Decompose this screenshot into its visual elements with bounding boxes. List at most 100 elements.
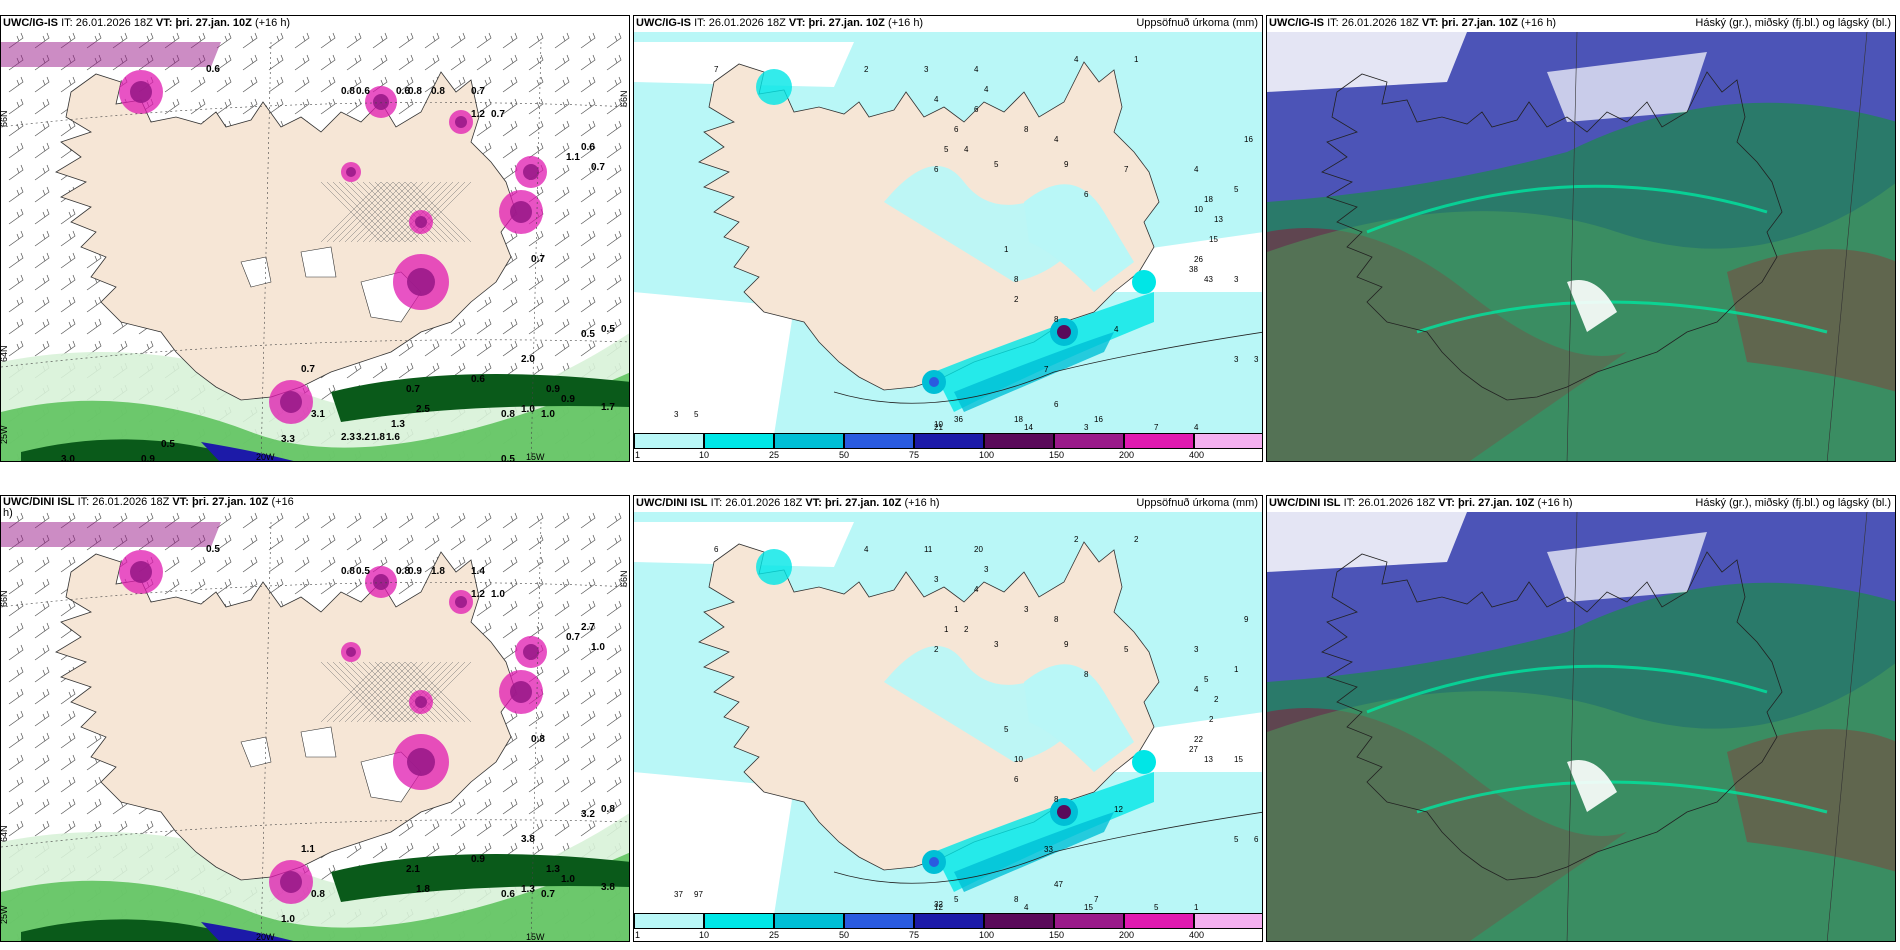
precip-value: 6: [1014, 775, 1019, 784]
graticule-line: [260, 521, 272, 941]
wind-barb: [528, 318, 544, 335]
hatch-line: [368, 181, 430, 243]
wind-barb: [450, 512, 466, 529]
precip-cell-core: [929, 857, 939, 867]
precip-cell: [756, 69, 792, 105]
snow-band-mid: [1, 852, 629, 941]
wind-barb: [580, 534, 596, 551]
wind-barb: [450, 32, 466, 49]
wind-barb: [346, 842, 362, 859]
precip-cell-core: [415, 696, 427, 708]
wind-barb: [528, 842, 544, 859]
wind-barb: [242, 556, 258, 573]
wind-barb: [450, 340, 466, 357]
wind-value: 1.7: [601, 402, 615, 413]
wind-barb: [554, 798, 570, 815]
precip-value: 2: [1014, 295, 1019, 304]
wind-barb: [502, 600, 518, 617]
wind-value: 0.7: [406, 384, 420, 395]
wind-barb: [216, 54, 232, 71]
colorbar-label: 25: [769, 930, 780, 940]
colorbar-label: 200: [1119, 450, 1135, 460]
precip-value: 3: [934, 575, 939, 584]
precip-cell-core: [407, 748, 435, 776]
wind-value: 0.8: [408, 86, 422, 97]
colorbar-label: 1: [635, 930, 641, 940]
wind-barb: [580, 230, 596, 247]
wind-value: 1.0: [541, 409, 555, 420]
wind-barb: [372, 54, 388, 71]
precip-core: [201, 922, 294, 941]
wind-barb: [268, 98, 284, 115]
wind-barb: [424, 54, 440, 71]
wind-barb: [294, 54, 310, 71]
wind-barb: [190, 76, 206, 93]
wind-barb: [8, 318, 24, 335]
wind-value: 0.7: [531, 254, 545, 265]
wind-barb: [450, 318, 466, 335]
wind-barb: [294, 512, 310, 529]
colorbar-swatch: [914, 913, 984, 929]
colorbar-label: 150: [1049, 450, 1065, 460]
wind-value: 0.8: [431, 86, 445, 97]
precip-value: 7: [1094, 895, 1099, 904]
precip-value: 7: [1154, 423, 1159, 432]
iceland-outline: [1321, 551, 1783, 881]
wind-barb: [580, 556, 596, 573]
precip-value: 10: [1194, 205, 1203, 214]
wind-barb: [346, 362, 362, 379]
wind-barb: [60, 798, 76, 815]
wind-barb: [320, 54, 336, 71]
wind-barb: [528, 776, 544, 793]
wind-barb: [216, 512, 232, 529]
wind-barb: [450, 820, 466, 837]
wind-barb: [242, 54, 258, 71]
wind-barb: [8, 164, 24, 181]
graticule-line: [833, 331, 1262, 404]
wind-barb: [398, 32, 414, 49]
precip-map: 7 2 3 4 4 4 1 4 6 6 5 4 6 5 8 4 9 6 7 4 18 10 13 5 15 16 1 8 2 8 26 38 4…: [634, 32, 1262, 435]
colorbar-label: 10: [699, 930, 710, 940]
wind-barb: [476, 340, 492, 357]
wind-barb: [242, 32, 258, 49]
wind-barb: [580, 798, 596, 815]
precip-region: [1024, 184, 1134, 292]
hatch-line: [374, 661, 436, 723]
wind-barb: [502, 54, 518, 71]
colorbar-swatch: [1054, 433, 1124, 449]
wind-barb: [502, 820, 518, 837]
wind-barb: [606, 666, 622, 683]
wind-value: 3.0: [61, 454, 75, 462]
wind-value: 0.9: [546, 384, 560, 395]
wind-barb: [60, 600, 76, 617]
wind-barb: [554, 556, 570, 573]
wind-barb: [424, 534, 440, 551]
wind-barb: [554, 754, 570, 771]
precip-value: 4: [1054, 135, 1059, 144]
precip-value: 38: [1189, 265, 1198, 274]
wind-barb: [502, 622, 518, 639]
glacier-patch: [300, 726, 337, 758]
precip-value: 4: [974, 585, 979, 594]
wind-barb: [60, 252, 76, 269]
wind-barb: [580, 164, 596, 181]
precip-value: 15: [1234, 755, 1243, 764]
wind-barb: [320, 384, 336, 401]
precip-cell-core: [510, 681, 532, 703]
wind-value: 0.6: [396, 86, 410, 97]
wind-barb: [138, 820, 154, 837]
iceland-outline: [1321, 71, 1783, 401]
wind-barb: [528, 732, 544, 749]
wind-barb: [242, 76, 258, 93]
precip-value: 4: [1114, 325, 1119, 334]
wind-barb: [502, 120, 518, 137]
precip-value: 33: [1044, 845, 1053, 854]
wind-barb: [190, 578, 206, 595]
wind-value: 1.3: [391, 419, 405, 430]
wind-barb: [476, 54, 492, 71]
wind-barb: [34, 142, 50, 159]
colorbar-swatch: [844, 433, 914, 449]
wind-barb: [294, 32, 310, 49]
wind-barb: [8, 296, 24, 313]
cloud-map: [1267, 512, 1895, 941]
